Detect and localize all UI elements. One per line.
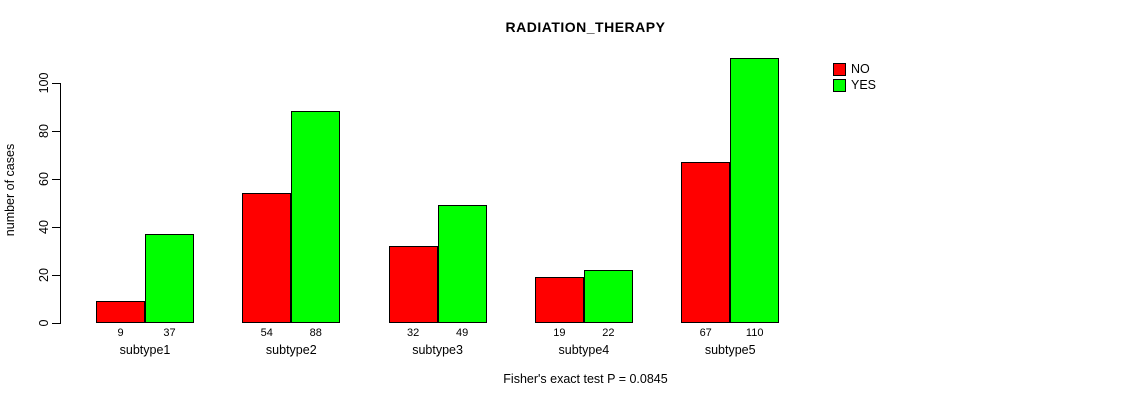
legend: NO YES	[833, 61, 876, 93]
y-axis-line	[60, 82, 61, 324]
bar-value-label: 19	[553, 327, 566, 339]
bar-yes-subtype1	[145, 234, 194, 323]
bar-value-label: 110	[745, 327, 764, 339]
bar-value-label: 32	[406, 327, 420, 339]
bar-value-label: 37	[163, 327, 176, 339]
y-tick-mark	[52, 226, 60, 228]
bar-yes-subtype3	[437, 205, 487, 323]
y-tick-label: 20	[37, 267, 51, 282]
bar-yes-subtype4	[583, 270, 633, 323]
y-tick-mark	[52, 323, 60, 324]
bar-value-label: 49	[455, 327, 469, 339]
bar-no-subtype5	[681, 161, 731, 323]
bar-no-subtype4	[534, 277, 584, 323]
legend-swatch-no	[833, 62, 846, 76]
chart-title: RADIATION_THERAPY	[505, 19, 666, 35]
legend-label: NO	[851, 62, 870, 76]
y-tick-mark	[52, 274, 60, 276]
x-category-label-subtype2: subtype2	[265, 343, 317, 357]
x-category-label-subtype4: subtype4	[558, 343, 610, 357]
bar-yes-subtype5	[730, 58, 780, 323]
caption: Fisher's exact test P = 0.0845	[503, 372, 668, 386]
bar-no-subtype3	[388, 246, 438, 323]
y-tick-mark	[52, 130, 60, 132]
bar-no-subtype2	[242, 193, 292, 323]
x-category-label-subtype1: subtype1	[119, 343, 171, 357]
legend-swatch-yes	[833, 78, 846, 92]
x-category-label-subtype3: subtype3	[412, 343, 463, 357]
y-tick-label: 100	[37, 72, 51, 93]
bar-value-label: 67	[699, 327, 712, 339]
legend-item-yes: YES	[833, 77, 876, 93]
y-axis-label: number of cases	[3, 143, 17, 237]
bar-value-label: 88	[309, 327, 322, 339]
bar-yes-subtype2	[291, 111, 341, 323]
y-tick-label: 40	[37, 219, 51, 234]
legend-label: YES	[851, 78, 877, 92]
y-tick-label: 80	[37, 123, 51, 138]
y-tick-mark	[52, 82, 60, 84]
bar-no-subtype1	[96, 301, 145, 323]
bar-value-label: 9	[117, 327, 124, 339]
x-category-label-subtype5: subtype5	[704, 343, 756, 357]
bar-value-label: 54	[260, 327, 273, 339]
bar-value-label: 22	[602, 327, 615, 339]
y-tick-mark	[52, 178, 60, 180]
y-tick-label: 0	[37, 319, 51, 327]
legend-item-no: NO	[833, 61, 876, 77]
y-tick-label: 60	[37, 171, 51, 186]
